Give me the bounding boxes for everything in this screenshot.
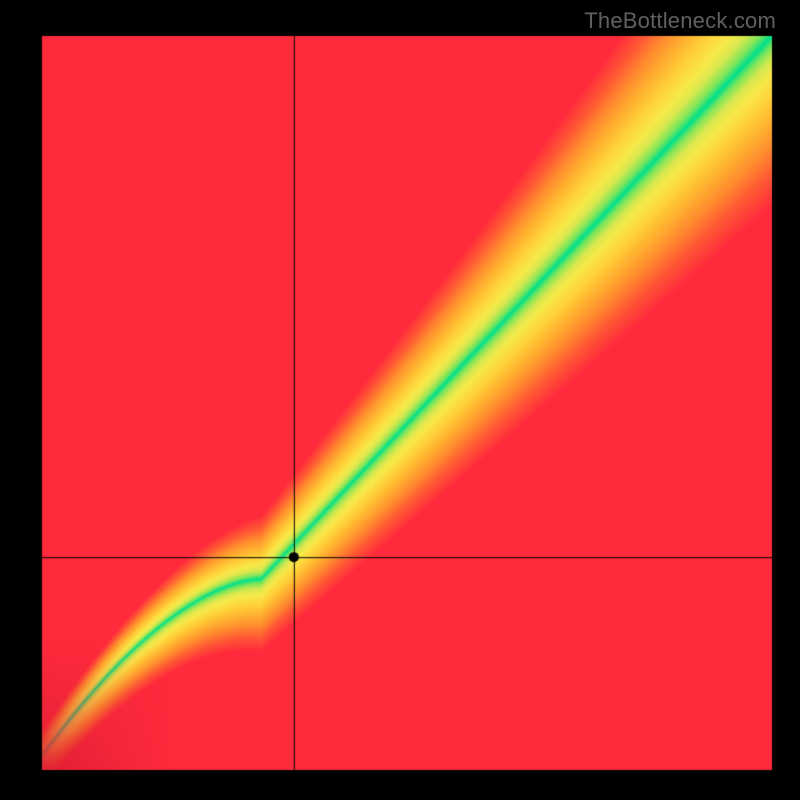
chart-container: TheBottleneck.com: [0, 0, 800, 800]
watermark-text: TheBottleneck.com: [584, 8, 776, 34]
heatmap-canvas: [0, 0, 800, 800]
